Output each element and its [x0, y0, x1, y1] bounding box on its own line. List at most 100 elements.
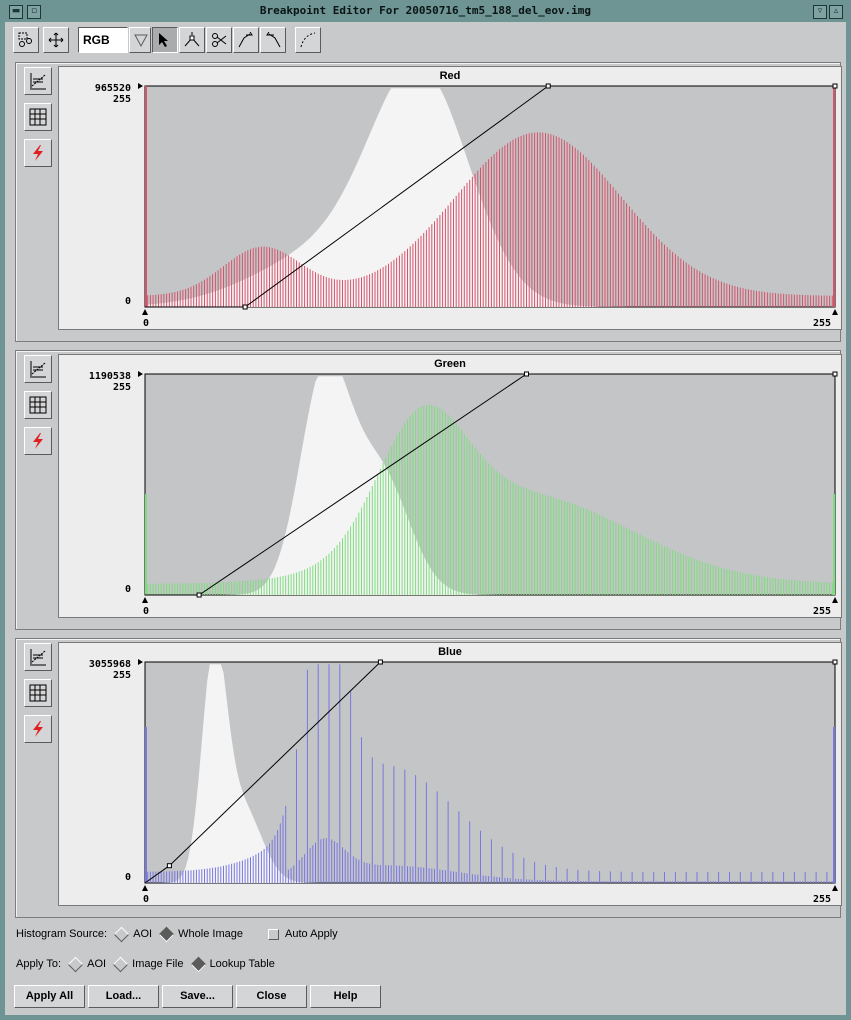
- min-slider-arrow-icon[interactable]: [142, 597, 148, 603]
- shift-left-icon: [266, 32, 281, 48]
- max-slider-arrow-icon[interactable]: [138, 371, 143, 377]
- save-button[interactable]: Save...: [162, 985, 233, 1008]
- histogram-icon: [30, 73, 46, 90]
- x-min-label: 0: [143, 606, 150, 617]
- breakpoint-handle[interactable]: [242, 304, 248, 310]
- hs-aoi-radio[interactable]: [113, 926, 130, 942]
- select-region-button[interactable]: [13, 27, 39, 53]
- at-lookup-table-radio[interactable]: [190, 956, 206, 972]
- histogram-source-label: Histogram Source:: [16, 928, 108, 940]
- min-slider-arrow-icon[interactable]: [142, 885, 148, 891]
- apply-to-label: Apply To:: [16, 958, 62, 970]
- max-slider-arrow-icon[interactable]: [138, 83, 143, 89]
- histogram-button[interactable]: [24, 67, 52, 95]
- y-top-label: 255: [112, 670, 131, 681]
- lightning-button[interactable]: [24, 139, 52, 167]
- auto-apply-checkbox[interactable]: [268, 928, 280, 940]
- histogram-button[interactable]: [24, 355, 52, 383]
- at-image-file-radio[interactable]: [112, 956, 129, 972]
- lightning-button[interactable]: [24, 715, 52, 743]
- breakpoint-handle[interactable]: [524, 371, 529, 377]
- color-mode-dropdown[interactable]: [129, 27, 151, 53]
- chart-title: Blue: [438, 646, 462, 658]
- max-x-slider-arrow-icon[interactable]: [832, 885, 838, 891]
- table-button[interactable]: [24, 103, 52, 131]
- breakpoint-handle[interactable]: [166, 863, 172, 869]
- table-button[interactable]: [24, 391, 52, 419]
- lightning-button[interactable]: [24, 427, 52, 455]
- lightning-icon: [33, 721, 43, 737]
- histogram-plot: [138, 83, 838, 315]
- title-bar[interactable]: ▬ ▫ Breakpoint Editor For 20050716_tm5_1…: [5, 0, 846, 22]
- window-pin-button[interactable]: ▫: [27, 5, 41, 19]
- dropdown-arrow-icon: [134, 34, 148, 48]
- cut-breakpoint-icon: [212, 33, 227, 47]
- hs-whole-image-label[interactable]: Whole Image: [178, 928, 243, 940]
- histogram-icon: [30, 361, 46, 378]
- histogram-panel-red: Red 965520 255 0 0 255: [15, 62, 842, 342]
- plot-area[interactable]: Blue 3055968 255 0 0 255: [58, 642, 842, 906]
- at-lookup-table-label[interactable]: Lookup Table: [209, 958, 275, 970]
- hs-whole-image-radio[interactable]: [158, 926, 175, 942]
- load-button[interactable]: Load...: [88, 985, 159, 1008]
- lightning-icon: [33, 433, 43, 449]
- plot-area[interactable]: Red 965520 255 0 0 255: [58, 66, 842, 330]
- lookup-curve[interactable]: [145, 373, 835, 596]
- cut-breakpoint-button[interactable]: [206, 27, 232, 53]
- at-aoi-label[interactable]: AOI: [87, 958, 107, 970]
- chart-title: Red: [439, 70, 461, 82]
- minimize-button[interactable]: ▿: [813, 5, 827, 19]
- maximize-button[interactable]: ▵: [829, 5, 843, 19]
- shift-right-button[interactable]: [233, 27, 259, 53]
- x-max-label: 255: [813, 894, 832, 905]
- move-button[interactable]: [43, 27, 69, 53]
- window-title: Breakpoint Editor For 20050716_tm5_188_d…: [259, 4, 592, 17]
- breakpoint-handle[interactable]: [196, 592, 202, 598]
- histogram-button[interactable]: [24, 643, 52, 671]
- pointer-tool-button[interactable]: [152, 27, 178, 53]
- move-icon: [48, 32, 64, 48]
- histogram-panel-green: Green 1190538 255 0 0 255: [15, 350, 842, 630]
- breakpoint-handle[interactable]: [545, 83, 551, 89]
- at-aoi-radio[interactable]: [67, 956, 84, 972]
- y-max-count-label: 965520: [94, 83, 131, 94]
- breakpoint-handle[interactable]: [377, 659, 383, 665]
- apply-all-button[interactable]: Apply All: [14, 985, 85, 1008]
- plot-background: [144, 373, 836, 596]
- auto-apply-label[interactable]: Auto Apply: [285, 928, 338, 940]
- plot-area[interactable]: Green 1190538 255 0 0 255: [58, 354, 842, 618]
- insert-breakpoint-icon: [184, 32, 200, 47]
- shift-left-button[interactable]: [260, 27, 286, 53]
- y-bottom-label: 0: [124, 296, 131, 307]
- histogram-panel-blue: Blue 3055968 255 0 0 255: [15, 638, 842, 918]
- x-min-label: 0: [143, 894, 150, 905]
- window-menu-button[interactable]: ▬: [9, 5, 23, 19]
- breakpoint-handle[interactable]: [832, 83, 838, 89]
- histogram-source-row: Histogram Source: AOI Whole Image Auto A…: [16, 926, 338, 942]
- reference-histogram: [145, 88, 835, 307]
- help-button[interactable]: Help: [310, 985, 381, 1008]
- color-mode-field[interactable]: RGB: [78, 27, 128, 53]
- breakpoint-handle[interactable]: [832, 659, 838, 665]
- at-image-file-label[interactable]: Image File: [132, 958, 184, 970]
- table-button[interactable]: [24, 679, 52, 707]
- max-slider-arrow-icon[interactable]: [138, 659, 143, 665]
- min-slider-arrow-icon[interactable]: [142, 309, 148, 315]
- curve-tool-button[interactable]: [295, 27, 321, 53]
- select-region-icon: [18, 32, 32, 47]
- hs-aoi-label[interactable]: AOI: [133, 928, 153, 940]
- histogram-plot: [138, 659, 838, 891]
- x-min-label: 0: [143, 318, 150, 329]
- table-icon: [29, 396, 47, 414]
- insert-breakpoint-button[interactable]: [179, 27, 205, 53]
- lookup-curve[interactable]: [144, 661, 835, 884]
- y-top-label: 255: [112, 382, 131, 393]
- breakpoint-handle[interactable]: [832, 371, 838, 377]
- max-x-slider-arrow-icon[interactable]: [832, 597, 838, 603]
- y-top-label: 255: [112, 94, 131, 105]
- table-icon: [29, 684, 47, 702]
- close-button[interactable]: Close: [236, 985, 307, 1008]
- lookup-curve[interactable]: [145, 85, 835, 308]
- max-x-slider-arrow-icon[interactable]: [832, 309, 838, 315]
